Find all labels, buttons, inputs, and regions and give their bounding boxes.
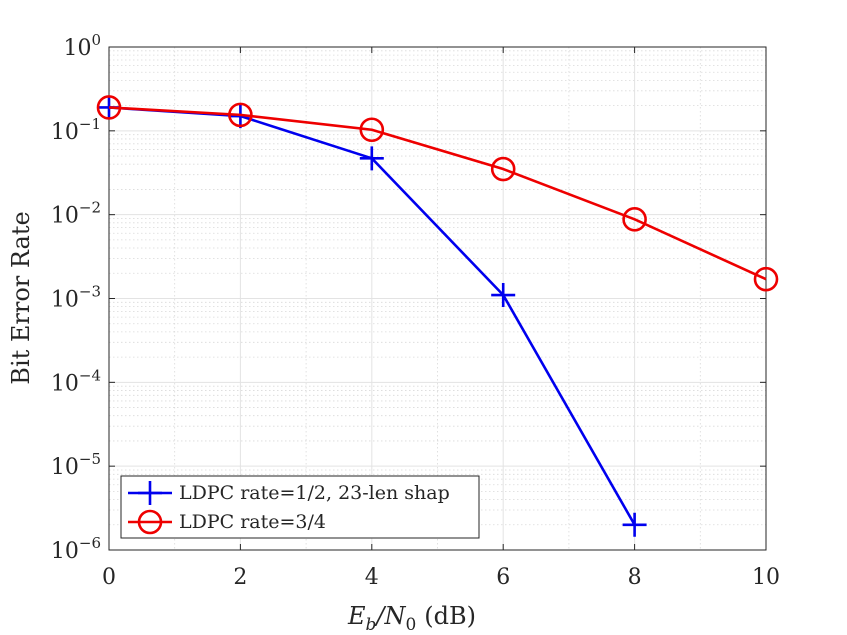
series-line — [108, 106, 767, 281]
y-tick-label: 10−5 — [51, 450, 101, 480]
data-point — [228, 102, 253, 128]
y-tick-label: 10−6 — [51, 534, 101, 564]
legend-label: LDPC rate=3/4 — [179, 511, 326, 533]
x-tick-label: 6 — [496, 565, 510, 590]
y-tick-label: 100 — [63, 31, 101, 61]
x-axis-title: Eb/N0 (dB) — [347, 602, 476, 635]
data-point — [359, 146, 384, 171]
data-point — [96, 95, 122, 120]
x-tick-label: 0 — [102, 565, 116, 590]
y-tick-labels: 100 10−1 10−2 10−3 10−4 10−5 10−6 — [51, 31, 101, 564]
legend-box — [120, 475, 480, 539]
y-tick-label: 10−4 — [51, 366, 101, 396]
y-tick-label: 10−2 — [51, 199, 101, 229]
legend-item: LDPC rate=1/2, 23-len shap — [128, 481, 450, 505]
x-tick-label: 2 — [233, 565, 247, 590]
legend-label: LDPC rate=1/2, 23-len shap — [179, 482, 450, 504]
x-tick-label: 4 — [365, 565, 379, 590]
x-tick-labels: 0 2 4 6 8 10 — [102, 565, 780, 590]
y-axis-title: Bit Error Rate — [7, 211, 35, 384]
x-tick-label: 10 — [752, 565, 780, 590]
data-point — [622, 512, 647, 537]
y-tick-label: 10−3 — [51, 283, 101, 313]
data-point — [622, 207, 647, 232]
legend-item: LDPC rate=3/4 — [128, 509, 326, 535]
legend: LDPC rate=1/2, 23-len shap LDPC rate=3/4 — [120, 475, 480, 539]
data-point — [359, 117, 385, 143]
series-layer — [96, 95, 779, 537]
legend-marker — [137, 509, 163, 535]
tick-marks — [108, 46, 767, 551]
data-point — [753, 266, 779, 292]
x-tick-label: 8 — [628, 565, 642, 590]
legend-marker — [138, 481, 162, 505]
data-point — [490, 156, 516, 182]
data-point — [491, 283, 516, 308]
y-tick-label: 10−1 — [51, 115, 101, 145]
series-circle — [96, 95, 779, 292]
